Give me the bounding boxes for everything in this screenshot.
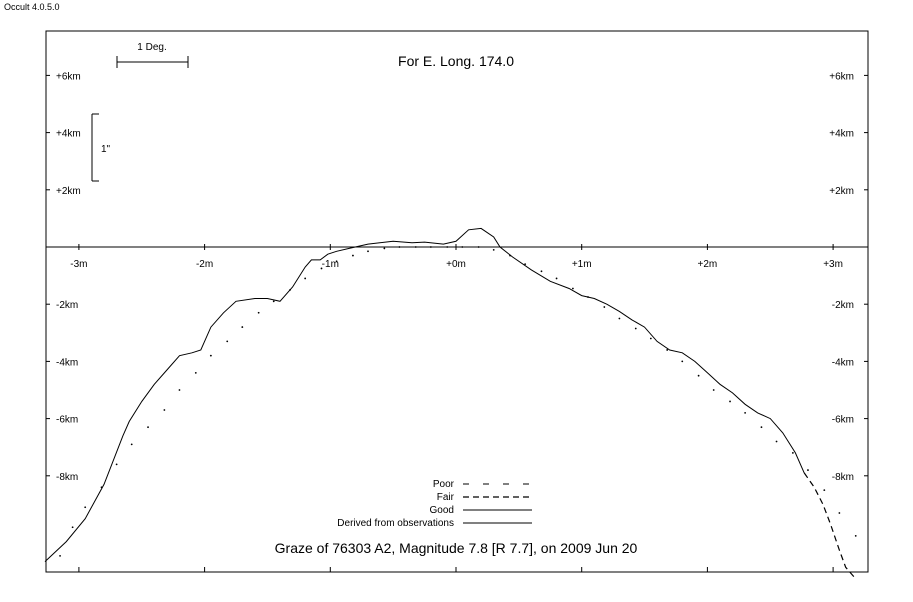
derived-point xyxy=(446,246,449,248)
derived-point xyxy=(572,287,574,290)
legend-label: Poor xyxy=(433,479,455,490)
derived-point xyxy=(681,360,684,363)
derived-point xyxy=(587,296,589,298)
derived-point xyxy=(555,277,558,280)
plot-frame xyxy=(45,30,869,573)
derived-point xyxy=(147,426,149,429)
derived-point xyxy=(398,246,401,248)
derived-point xyxy=(414,246,417,248)
x-tick-label: -3m xyxy=(70,259,87,270)
derived-point xyxy=(304,277,307,280)
arcsec-scale-bar: 1" xyxy=(91,113,111,182)
derived-point xyxy=(194,371,197,374)
y-tick-label-left: +4km xyxy=(56,129,81,140)
derived-point xyxy=(712,389,715,391)
derived-point xyxy=(241,326,244,328)
profile-series xyxy=(44,227,857,580)
x-tick-label: -2m xyxy=(196,259,213,270)
derived-point xyxy=(178,389,181,391)
derived-point xyxy=(257,311,260,314)
derived-point xyxy=(744,411,747,414)
derived-point xyxy=(618,317,621,320)
x-axis-ticks: -3m -2m -1m +0m +1m +2m +3m xyxy=(70,244,843,572)
y-tick-label-right: -8km xyxy=(832,472,854,483)
derived-point xyxy=(461,246,464,248)
y-tick-label-left: -6km xyxy=(56,415,78,426)
derived-point xyxy=(729,400,731,403)
derived-point xyxy=(524,263,527,266)
arcsec-scale-label: 1" xyxy=(101,144,111,155)
derived-point xyxy=(823,489,826,491)
derived-point xyxy=(477,246,480,248)
y-tick-label-right: -4km xyxy=(832,357,854,368)
app-version-label: Occult 4.0.5.0 xyxy=(4,2,60,12)
derived-point xyxy=(634,327,637,330)
derived-point xyxy=(838,512,841,514)
derived-point xyxy=(272,300,275,303)
derived-point xyxy=(760,426,763,429)
y-tick-label-right: +2km xyxy=(829,186,854,197)
legend-label: Good xyxy=(430,505,454,516)
x-tick-label: +1m xyxy=(572,259,592,270)
degree-scale-label: 1 Deg. xyxy=(137,42,166,53)
derived-point xyxy=(84,506,87,509)
derived-point xyxy=(649,337,652,340)
derived-point xyxy=(492,248,495,251)
derived-point xyxy=(429,246,432,248)
legend: Poor Fair Good Derived from observations xyxy=(337,479,532,529)
series-good-line xyxy=(44,227,805,562)
x-tick-label: +0m xyxy=(446,259,466,270)
derived-point xyxy=(130,443,133,446)
derived-point xyxy=(335,260,338,263)
y-tick-label-right: -2km xyxy=(832,300,854,311)
derived-point xyxy=(100,486,103,489)
derived-point xyxy=(775,440,778,443)
y-tick-label-left: -2km xyxy=(56,300,78,311)
x-tick-label: +2m xyxy=(698,259,718,270)
derived-point xyxy=(854,534,857,537)
derived-point xyxy=(603,306,606,308)
derived-point xyxy=(697,374,700,377)
derived-point xyxy=(509,254,511,257)
legend-label: Derived from observations xyxy=(337,518,454,529)
y-tick-label-left: +2km xyxy=(56,186,81,197)
y-tick-label-left: +6km xyxy=(56,71,81,82)
y-tick-label-left: -4km xyxy=(56,357,78,368)
derived-point xyxy=(226,340,229,343)
chart-subtitle: Graze of 76303 A2, Magnitude 7.8 [R 7.7]… xyxy=(275,540,638,556)
derived-point xyxy=(320,267,323,270)
legend-label: Fair xyxy=(437,492,455,503)
derived-point xyxy=(59,554,61,557)
y-axis-ticks: +6km +6km +4km +4km +2km +2km -2km -2km -4km -4km… xyxy=(46,71,868,483)
series-fair-line xyxy=(803,472,857,580)
derived-point xyxy=(163,409,166,411)
y-tick-label-right: -6km xyxy=(832,415,854,426)
derived-point xyxy=(540,270,543,273)
y-tick-label-left: -8km xyxy=(56,472,78,483)
derived-point xyxy=(352,254,354,257)
derived-point xyxy=(666,349,669,351)
derived-point xyxy=(115,463,118,466)
y-tick-label-right: +6km xyxy=(829,71,854,82)
derived-point xyxy=(383,247,386,250)
derived-point xyxy=(71,526,74,529)
x-tick-label: +3m xyxy=(823,259,843,270)
x-tick-label: -1m xyxy=(322,259,339,270)
derived-point xyxy=(289,289,291,291)
chart-title: For E. Long. 174.0 xyxy=(398,53,514,69)
y-tick-label-right: +4km xyxy=(829,129,854,140)
derived-point xyxy=(791,452,794,454)
derived-point xyxy=(807,469,809,471)
derived-point xyxy=(209,354,212,357)
degree-scale-bar: 1 Deg. xyxy=(116,42,189,68)
derived-point xyxy=(367,250,369,253)
